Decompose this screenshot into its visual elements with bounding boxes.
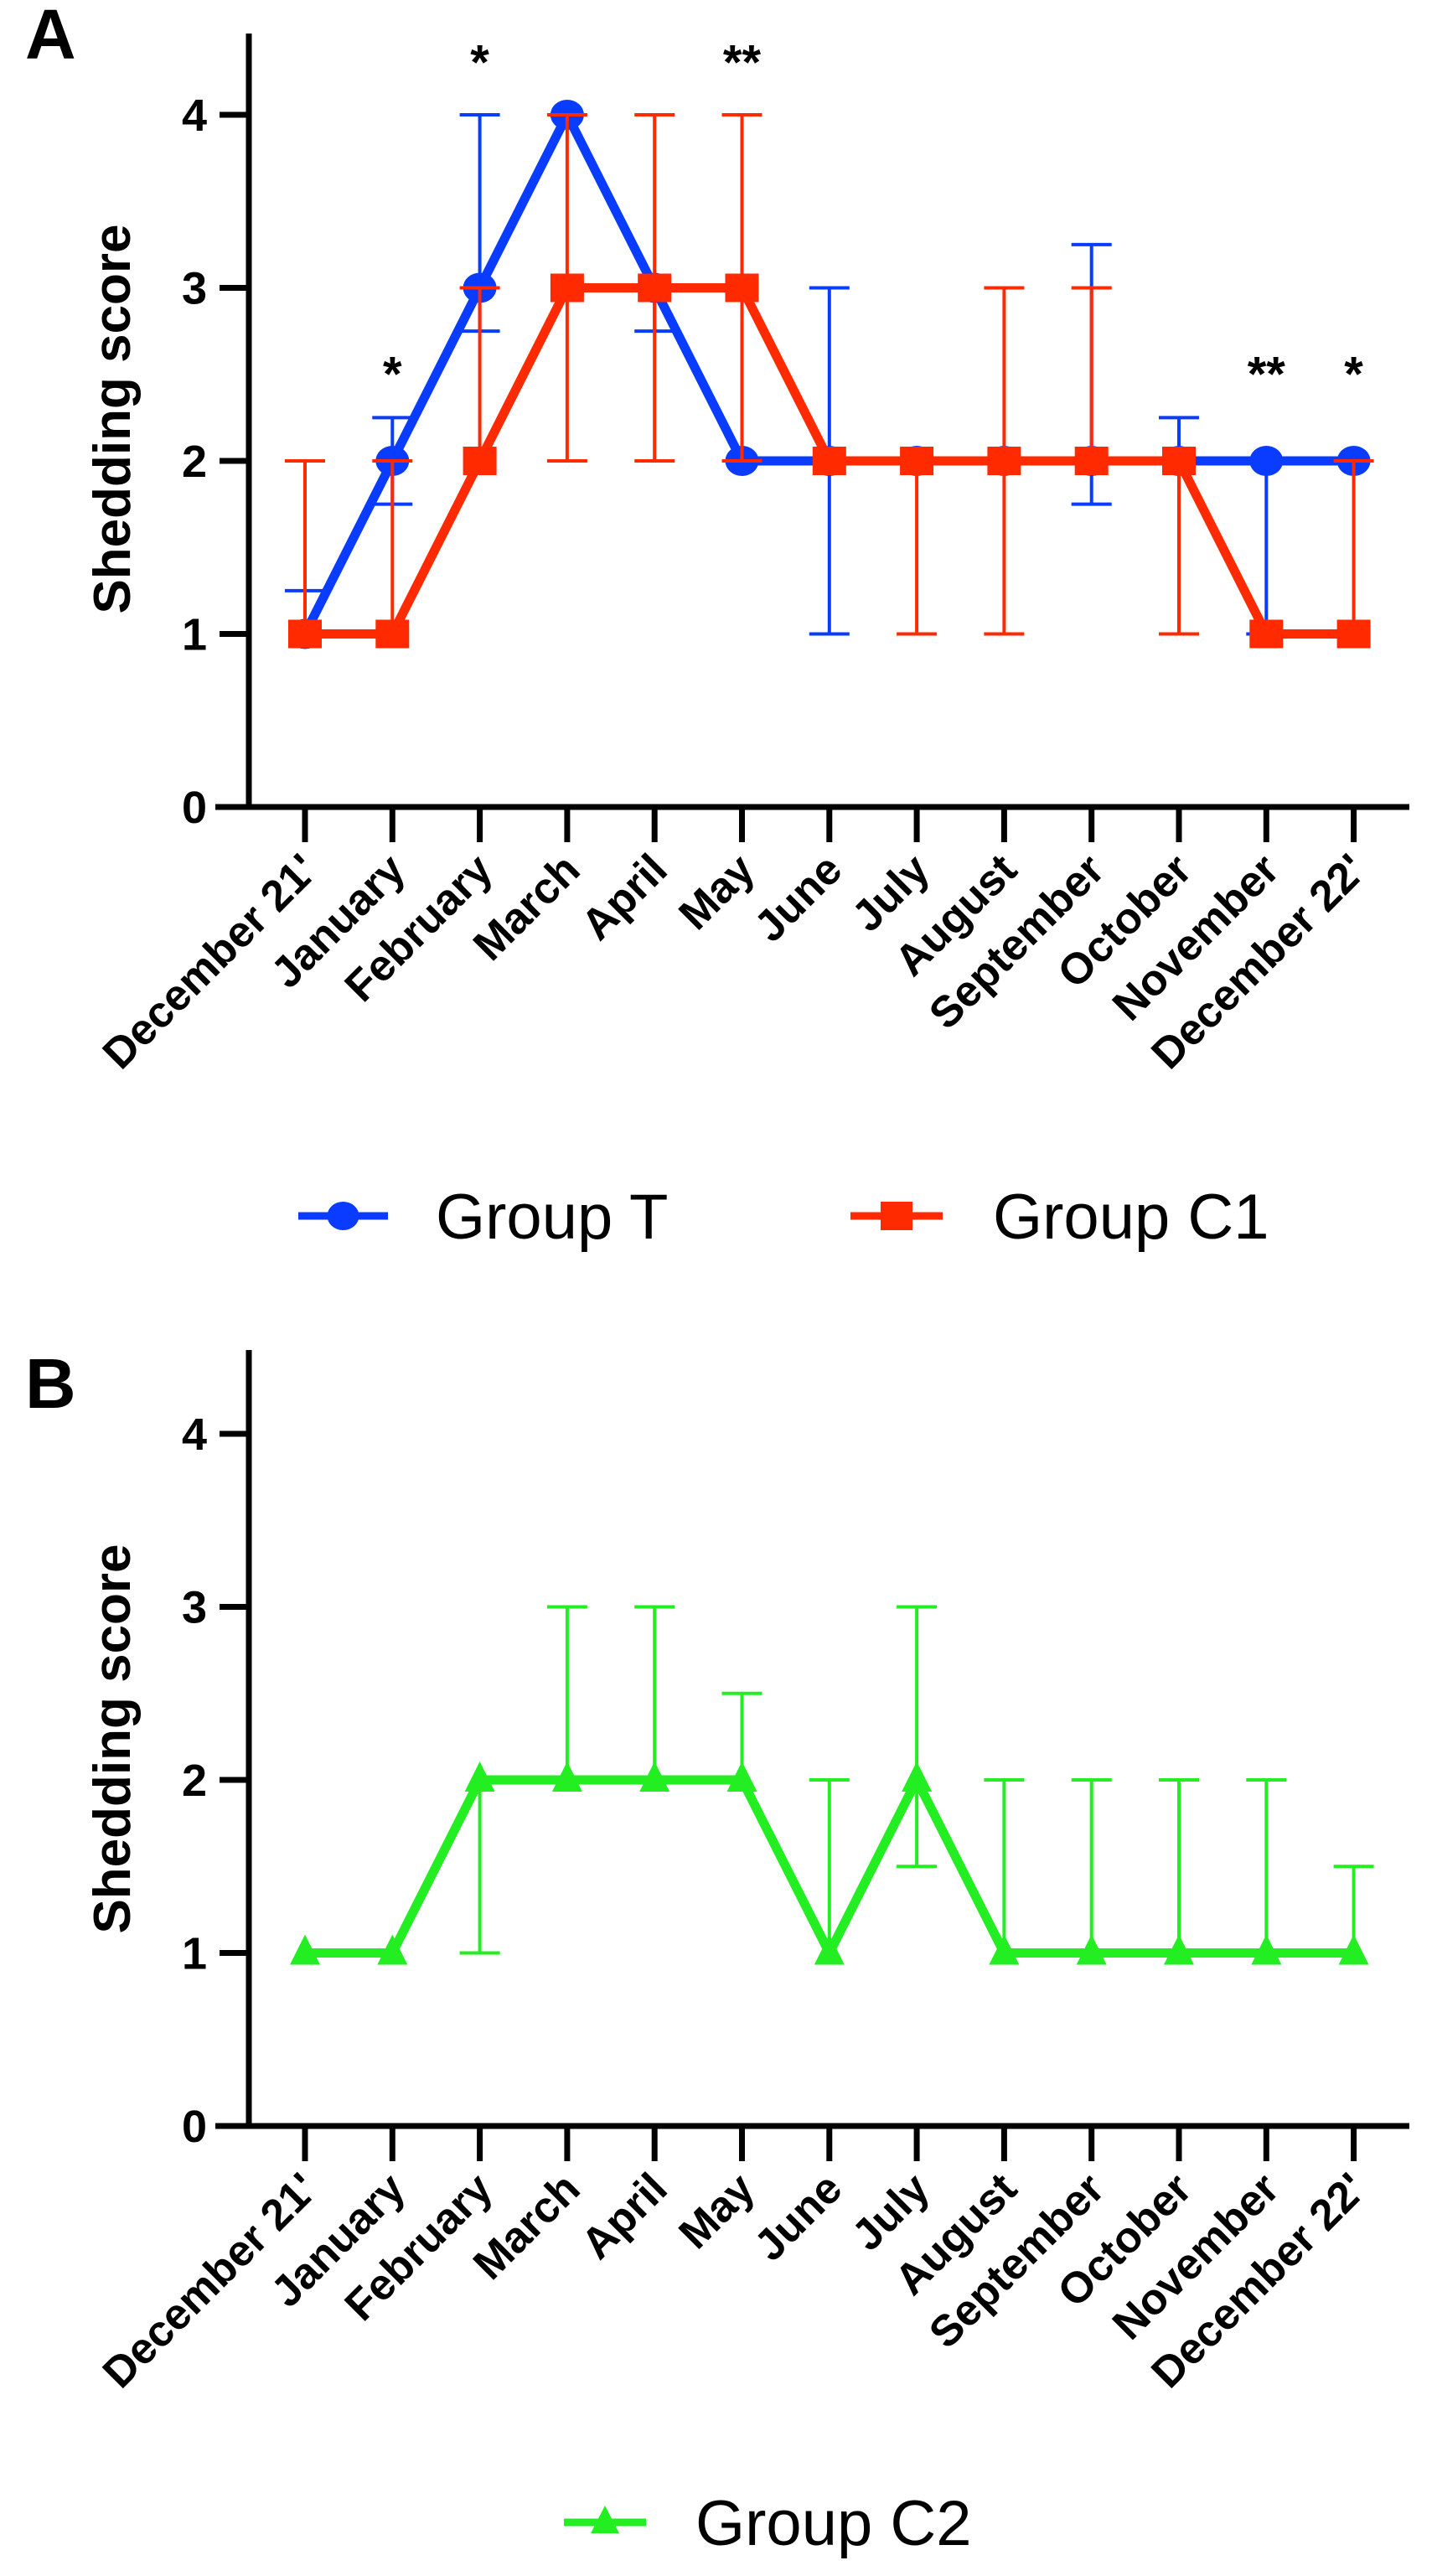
y-tick-label: 2 xyxy=(182,1756,207,1806)
y-tick-label: 1 xyxy=(182,610,207,660)
series-group-c2 xyxy=(290,1605,1374,1965)
data-point xyxy=(987,447,1021,475)
y-axis-title: Shedding score xyxy=(84,224,142,613)
data-point xyxy=(639,1761,670,1792)
x-tick-label: April xyxy=(572,845,677,949)
data-point xyxy=(377,1934,408,1965)
data-point xyxy=(638,273,672,303)
data-point xyxy=(1164,1934,1194,1965)
series-group-c1 xyxy=(285,113,1374,649)
data-point xyxy=(1251,1934,1282,1965)
y-tick-label: 3 xyxy=(182,264,207,314)
series-group-t xyxy=(285,100,1371,649)
data-point xyxy=(902,1761,933,1792)
x-tick-label: May xyxy=(669,845,764,939)
data-point xyxy=(814,1934,845,1965)
data-point xyxy=(725,273,759,303)
data-point xyxy=(551,1761,582,1792)
legend-item: Group C1 xyxy=(850,1182,1269,1253)
x-tick-label: May xyxy=(669,2164,764,2258)
panel-label: B xyxy=(25,1344,76,1423)
y-tick-label: 1 xyxy=(182,1929,207,1979)
legend-marker xyxy=(327,1202,359,1230)
data-point xyxy=(1162,447,1196,475)
data-point xyxy=(1076,1934,1107,1965)
panel-label: A xyxy=(25,0,76,74)
data-point xyxy=(989,1934,1020,1965)
data-point xyxy=(290,1934,320,1965)
legend-label: Group C1 xyxy=(993,1182,1269,1253)
data-point xyxy=(1074,447,1109,475)
data-point xyxy=(464,1761,495,1792)
data-point xyxy=(1338,1934,1369,1965)
data-point xyxy=(1249,619,1284,649)
data-point xyxy=(463,447,497,475)
significance-marker: * xyxy=(470,36,489,91)
y-tick-label: 0 xyxy=(182,783,207,833)
y-tick-label: 4 xyxy=(182,1410,207,1460)
data-point xyxy=(375,619,410,649)
data-point xyxy=(1336,619,1371,649)
significance-marker: ** xyxy=(1248,347,1286,401)
y-tick-label: 3 xyxy=(182,1583,207,1633)
data-point xyxy=(288,619,322,649)
legend-item: Group T xyxy=(298,1182,668,1253)
y-tick-label: 4 xyxy=(182,91,207,141)
legend-label: Group C2 xyxy=(695,2488,972,2559)
data-point xyxy=(550,273,584,303)
significance-marker: * xyxy=(383,347,402,401)
x-tick-label: April xyxy=(572,2164,677,2268)
data-point xyxy=(726,1761,757,1792)
data-point xyxy=(812,447,846,475)
significance-marker: ** xyxy=(723,36,762,91)
y-axis-title: Shedding score xyxy=(84,1544,142,1933)
legend-label: Group T xyxy=(436,1182,668,1253)
x-tick-label: June xyxy=(745,2164,851,2270)
legend-marker xyxy=(591,2506,619,2533)
legend-item: Group C2 xyxy=(564,2488,972,2559)
y-tick-label: 0 xyxy=(182,2102,207,2152)
data-point xyxy=(900,447,934,475)
data-point xyxy=(1249,446,1284,476)
x-tick-label: June xyxy=(745,845,851,951)
legend-marker xyxy=(881,1202,912,1230)
y-tick-label: 2 xyxy=(182,437,207,487)
significance-marker: * xyxy=(1344,347,1363,401)
